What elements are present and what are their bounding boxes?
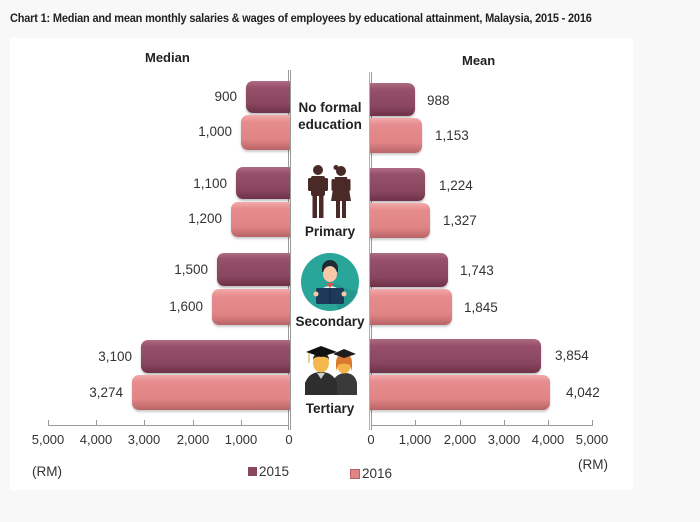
median-value-no-formal-2016: 1,000 — [198, 124, 232, 139]
median-bar-no-formal-2015 — [246, 81, 296, 113]
mean-tick-label: 1,000 — [398, 432, 432, 447]
category-label-primary: Primary — [304, 224, 356, 239]
tick — [460, 420, 461, 425]
category-label-line2: education — [298, 117, 362, 132]
median-tick-label: 1,000 — [224, 432, 258, 447]
mean-bar-primary-2016 — [364, 203, 430, 238]
tick — [415, 420, 416, 425]
median-axis-zero-line — [288, 70, 289, 430]
median-tick-label: 4,000 — [79, 432, 113, 447]
category-panel — [291, 70, 369, 430]
children-icon — [308, 165, 351, 218]
median-value-secondary-2016: 1,600 — [169, 299, 203, 314]
mean-tick-label: 5,000 — [575, 432, 609, 447]
student-reading-icon — [301, 253, 359, 311]
mean-bar-tertiary-2016 — [364, 375, 550, 410]
legend-swatch-2016 — [350, 468, 360, 479]
tick — [548, 420, 549, 425]
mean-value-secondary-2016: 1,845 — [464, 300, 498, 315]
median-tick-label: 0 — [285, 432, 293, 447]
median-bar-tertiary-2015 — [141, 340, 296, 373]
mean-tick-label: 2,000 — [443, 432, 477, 447]
mean-value-tertiary-2015: 3,854 — [555, 348, 589, 363]
tick — [96, 420, 97, 425]
mean-value-tertiary-2016: 4,042 — [566, 385, 600, 400]
chart-title: Chart 1: Median and mean monthly salarie… — [10, 11, 592, 25]
legend-label-2015: 2015 — [259, 464, 290, 479]
median-panel-title: Median — [145, 50, 190, 65]
legend-swatch-2015 — [248, 467, 257, 476]
category-label-line1: No formal — [298, 100, 362, 115]
tick — [288, 420, 289, 425]
median-bar-secondary-2015 — [217, 253, 296, 286]
mean-tick-label: 3,000 — [487, 432, 521, 447]
tick — [371, 420, 372, 425]
category-label-no-formal: No formal education — [282, 99, 378, 133]
median-bar-primary-2016 — [231, 202, 296, 237]
category-label-secondary: Secondary — [295, 314, 365, 329]
tick — [144, 420, 145, 425]
mean-bar-primary-2015 — [364, 168, 425, 201]
legend-label-2016: 2016 — [362, 466, 393, 481]
mean-axis-zero-line — [371, 72, 372, 430]
median-tick-label: 5,000 — [31, 432, 65, 447]
median-value-primary-2016: 1,200 — [188, 211, 222, 226]
median-bar-no-formal-2016 — [241, 115, 296, 150]
mean-value-primary-2015: 1,224 — [439, 178, 473, 193]
legend-item-2015: 2015 — [248, 464, 289, 479]
legend-item-2016: 2016 — [350, 466, 392, 481]
mean-bar-no-formal-2015 — [364, 83, 415, 116]
median-bar-tertiary-2016 — [132, 375, 296, 410]
mean-value-no-formal-2016: 1,153 — [435, 128, 469, 143]
mean-bar-no-formal-2016 — [364, 118, 422, 153]
center-panel-left-edge — [290, 70, 291, 430]
median-x-axis — [48, 425, 289, 426]
mean-panel-title: Mean — [462, 53, 496, 68]
median-value-tertiary-2016: 3,274 — [89, 385, 123, 400]
median-value-primary-2015: 1,100 — [193, 176, 227, 191]
median-tick-label: 3,000 — [127, 432, 161, 447]
center-panel-right-edge — [369, 72, 370, 430]
tick — [193, 420, 194, 425]
mean-tick-label: 0 — [367, 432, 375, 447]
graduates-icon — [305, 346, 357, 395]
median-value-no-formal-2015: 900 — [214, 89, 237, 104]
mean-tick-label: 4,000 — [531, 432, 565, 447]
mean-bar-secondary-2016 — [364, 289, 452, 325]
median-axis-unit: (RM) — [32, 464, 62, 479]
mean-value-primary-2016: 1,327 — [443, 213, 477, 228]
median-tick-label: 2,000 — [176, 432, 210, 447]
mean-value-no-formal-2015: 988 — [427, 93, 450, 108]
median-value-secondary-2015: 1,500 — [174, 262, 208, 277]
tick — [241, 420, 242, 425]
mean-bar-tertiary-2015 — [364, 339, 541, 373]
median-bar-secondary-2016 — [212, 289, 296, 325]
mean-value-secondary-2015: 1,743 — [460, 263, 494, 278]
tick — [592, 420, 593, 425]
mean-axis-unit: (RM) — [578, 457, 608, 472]
median-value-tertiary-2015: 3,100 — [98, 349, 132, 364]
tick — [48, 420, 49, 425]
tick — [504, 420, 505, 425]
category-label-tertiary: Tertiary — [305, 401, 355, 416]
mean-x-axis — [371, 425, 593, 426]
median-bar-primary-2015 — [236, 167, 296, 199]
mean-bar-secondary-2015 — [364, 253, 448, 287]
